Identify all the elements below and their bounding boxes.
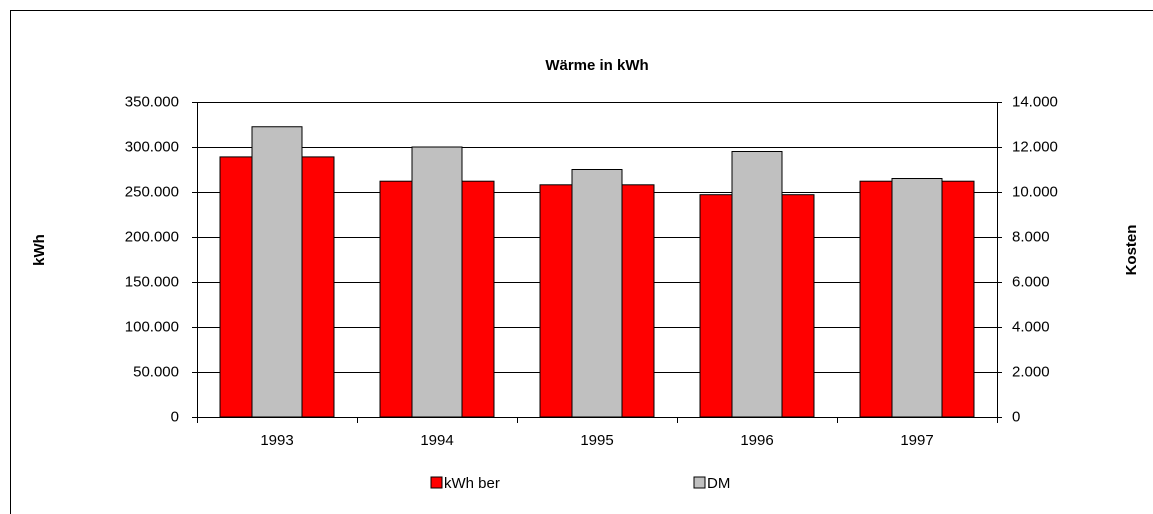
bar	[891, 178, 943, 418]
y2-tick-label: 0	[1012, 408, 1020, 425]
bar	[411, 146, 463, 418]
y-tick-label: 300.000	[125, 138, 179, 155]
x-tick-label: 1993	[260, 432, 293, 449]
y-tick-label: 50.000	[133, 363, 179, 380]
y2-tick-label: 6.000	[1012, 273, 1050, 290]
legend-swatch	[693, 476, 706, 489]
bar	[251, 126, 303, 418]
y-tick-label: 0	[171, 408, 179, 425]
y-axis-title: kWh	[31, 234, 48, 266]
bar	[731, 151, 783, 418]
y2-tick-label: 8.000	[1012, 228, 1050, 245]
x-tick-label: 1995	[580, 432, 613, 449]
y-tick-label: 350.000	[125, 93, 179, 110]
legend-label: kWh ber	[444, 475, 500, 492]
legend-label: DM	[707, 475, 730, 492]
y-tick-label: 100.000	[125, 318, 179, 335]
legend-swatch	[430, 476, 443, 489]
y2-tick-label: 12.000	[1012, 138, 1058, 155]
y-tick-label: 150.000	[125, 273, 179, 290]
y-tick-label: 250.000	[125, 183, 179, 200]
chart-title: Wärme in kWh	[545, 57, 648, 74]
x-tick-label: 1996	[740, 432, 773, 449]
y2-tick-label: 4.000	[1012, 318, 1050, 335]
chart-border	[10, 10, 1153, 514]
y2-axis-title: Kosten	[1123, 225, 1140, 276]
x-tick-label: 1994	[420, 432, 453, 449]
y2-tick-label: 10.000	[1012, 183, 1058, 200]
y-tick-label: 200.000	[125, 228, 179, 245]
y2-tick-label: 2.000	[1012, 363, 1050, 380]
bar	[571, 169, 623, 418]
x-tick-label: 1997	[900, 432, 933, 449]
y2-tick-label: 14.000	[1012, 93, 1058, 110]
